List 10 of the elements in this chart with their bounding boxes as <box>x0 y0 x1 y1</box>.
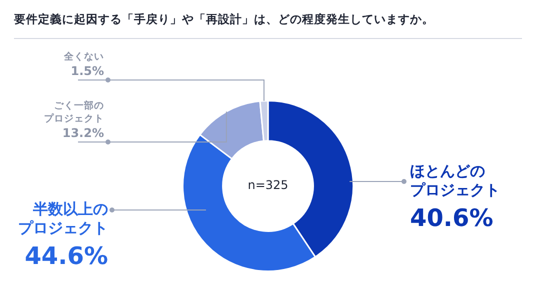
text: n=325 <box>248 178 288 192</box>
data-label: 44.6% <box>24 242 108 270</box>
slice-label: 半数以上のプロジェクト <box>18 200 108 237</box>
chart-title: 要件定義に起因する「手戻り」や「再設計」は、どの程度発生していますか。 <box>14 12 434 27</box>
slice-label: 全くない <box>63 50 104 62</box>
data-label: 1.5% <box>70 64 104 78</box>
data-label: 40.6% <box>410 204 494 232</box>
slice-label: ごく一部のプロジェクト <box>44 99 104 124</box>
slice-label: ほとんどのプロジェクト <box>410 162 500 199</box>
data-label: 13.2% <box>62 126 104 140</box>
